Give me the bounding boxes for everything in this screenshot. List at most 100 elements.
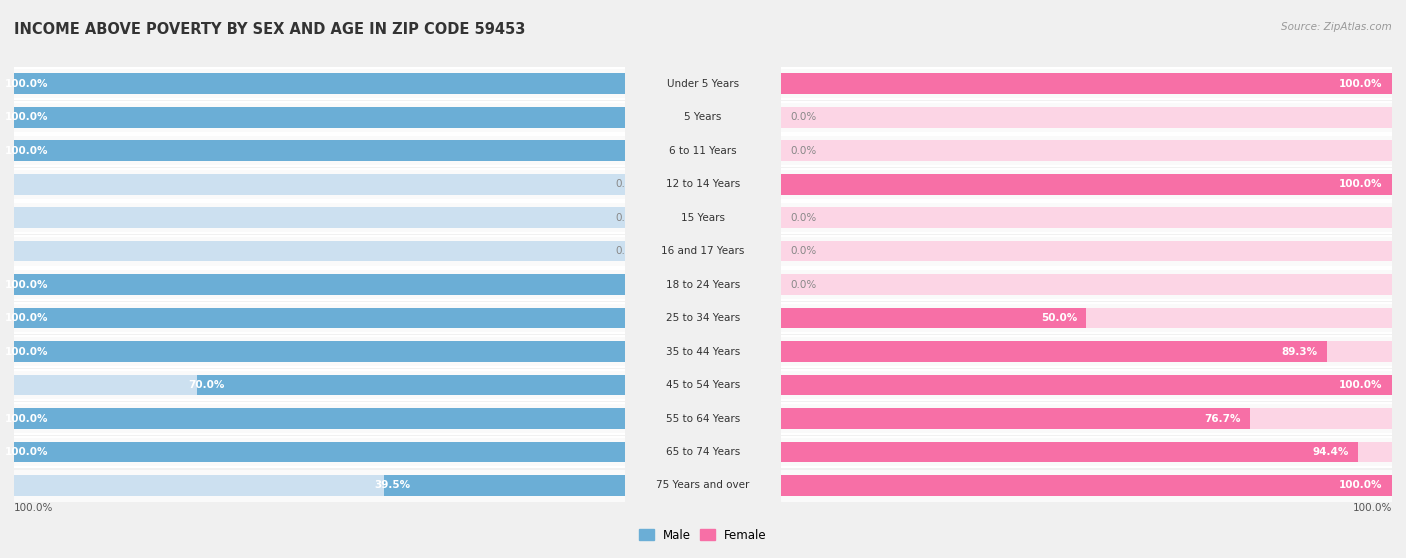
Bar [14,207,626,228]
Text: 0.0%: 0.0% [616,179,643,189]
Text: 100.0%: 100.0% [4,146,48,156]
Legend: Male, Female: Male, Female [634,524,772,546]
Bar [14,107,626,128]
Text: 0.0%: 0.0% [616,246,643,256]
Text: 15 Years: 15 Years [681,213,725,223]
Bar [14,341,626,362]
Text: 0.0%: 0.0% [790,146,817,156]
Text: 100.0%: 100.0% [4,347,48,357]
Text: 94.4%: 94.4% [1312,447,1348,457]
Bar [780,73,1392,94]
Text: 76.7%: 76.7% [1204,413,1240,424]
Bar [14,140,626,161]
Text: 89.3%: 89.3% [1281,347,1317,357]
Bar [780,475,1392,496]
Bar [14,135,626,166]
Text: 100.0%: 100.0% [4,447,48,457]
Bar [14,470,626,501]
Text: 0.0%: 0.0% [790,280,817,290]
Bar [780,336,1392,367]
Text: 100.0%: 100.0% [4,413,48,424]
Bar [14,202,626,233]
Bar [780,135,1392,166]
Bar [14,341,626,362]
Bar [780,403,1392,434]
Bar [780,369,1392,401]
Bar [14,441,626,463]
Bar [780,475,1392,496]
Bar [14,441,626,463]
Bar [14,307,626,329]
Bar [14,274,626,295]
Text: 100.0%: 100.0% [1353,503,1392,513]
Bar [780,307,1392,329]
Text: 100.0%: 100.0% [1340,79,1382,89]
Bar [780,207,1392,228]
Bar [14,140,626,161]
Text: 16 and 17 Years: 16 and 17 Years [661,246,745,256]
Bar [780,302,1392,334]
Bar [780,102,1392,133]
Bar [197,374,626,396]
Bar [780,408,1250,429]
Bar [14,174,626,195]
Bar [780,140,1392,161]
Bar [780,441,1358,463]
Bar [780,441,1392,463]
Bar [780,470,1392,501]
Bar [780,341,1327,362]
Bar [14,240,626,262]
Text: 45 to 54 Years: 45 to 54 Years [666,380,740,390]
Text: 100.0%: 100.0% [4,79,48,89]
Text: 100.0%: 100.0% [4,280,48,290]
Bar [780,240,1392,262]
Bar [780,341,1392,362]
Bar [14,274,626,295]
Bar [14,336,626,367]
Bar [14,73,626,94]
Bar [780,374,1392,396]
Bar [14,408,626,429]
Bar [780,202,1392,233]
Bar [384,475,626,496]
Bar [14,403,626,434]
Bar [780,274,1392,295]
Text: 12 to 14 Years: 12 to 14 Years [666,179,740,189]
Bar [14,302,626,334]
Text: 5 Years: 5 Years [685,112,721,122]
Text: 39.5%: 39.5% [374,480,411,490]
Text: Under 5 Years: Under 5 Years [666,79,740,89]
Bar [14,475,626,496]
Text: 0.0%: 0.0% [790,112,817,122]
Text: 55 to 64 Years: 55 to 64 Years [666,413,740,424]
Text: 70.0%: 70.0% [188,380,225,390]
Bar [780,235,1392,267]
Bar [14,307,626,329]
Text: INCOME ABOVE POVERTY BY SEX AND AGE IN ZIP CODE 59453: INCOME ABOVE POVERTY BY SEX AND AGE IN Z… [14,22,526,37]
Text: 100.0%: 100.0% [1340,380,1382,390]
Bar [780,408,1392,429]
Bar [14,235,626,267]
Bar [14,169,626,200]
Text: 25 to 34 Years: 25 to 34 Years [666,313,740,323]
Bar [780,307,1087,329]
Text: 100.0%: 100.0% [1340,179,1382,189]
Text: 100.0%: 100.0% [1340,480,1382,490]
Text: 6 to 11 Years: 6 to 11 Years [669,146,737,156]
Text: 18 to 24 Years: 18 to 24 Years [666,280,740,290]
Bar [14,102,626,133]
Text: 100.0%: 100.0% [4,112,48,122]
Bar [780,174,1392,195]
Bar [14,408,626,429]
Bar [780,436,1392,468]
Bar [780,68,1392,99]
Text: Source: ZipAtlas.com: Source: ZipAtlas.com [1281,22,1392,32]
Bar [14,374,626,396]
Bar [14,369,626,401]
Bar [14,68,626,99]
Bar [780,374,1392,396]
Text: 65 to 74 Years: 65 to 74 Years [666,447,740,457]
Bar [14,436,626,468]
Text: 100.0%: 100.0% [14,503,53,513]
Bar [780,107,1392,128]
